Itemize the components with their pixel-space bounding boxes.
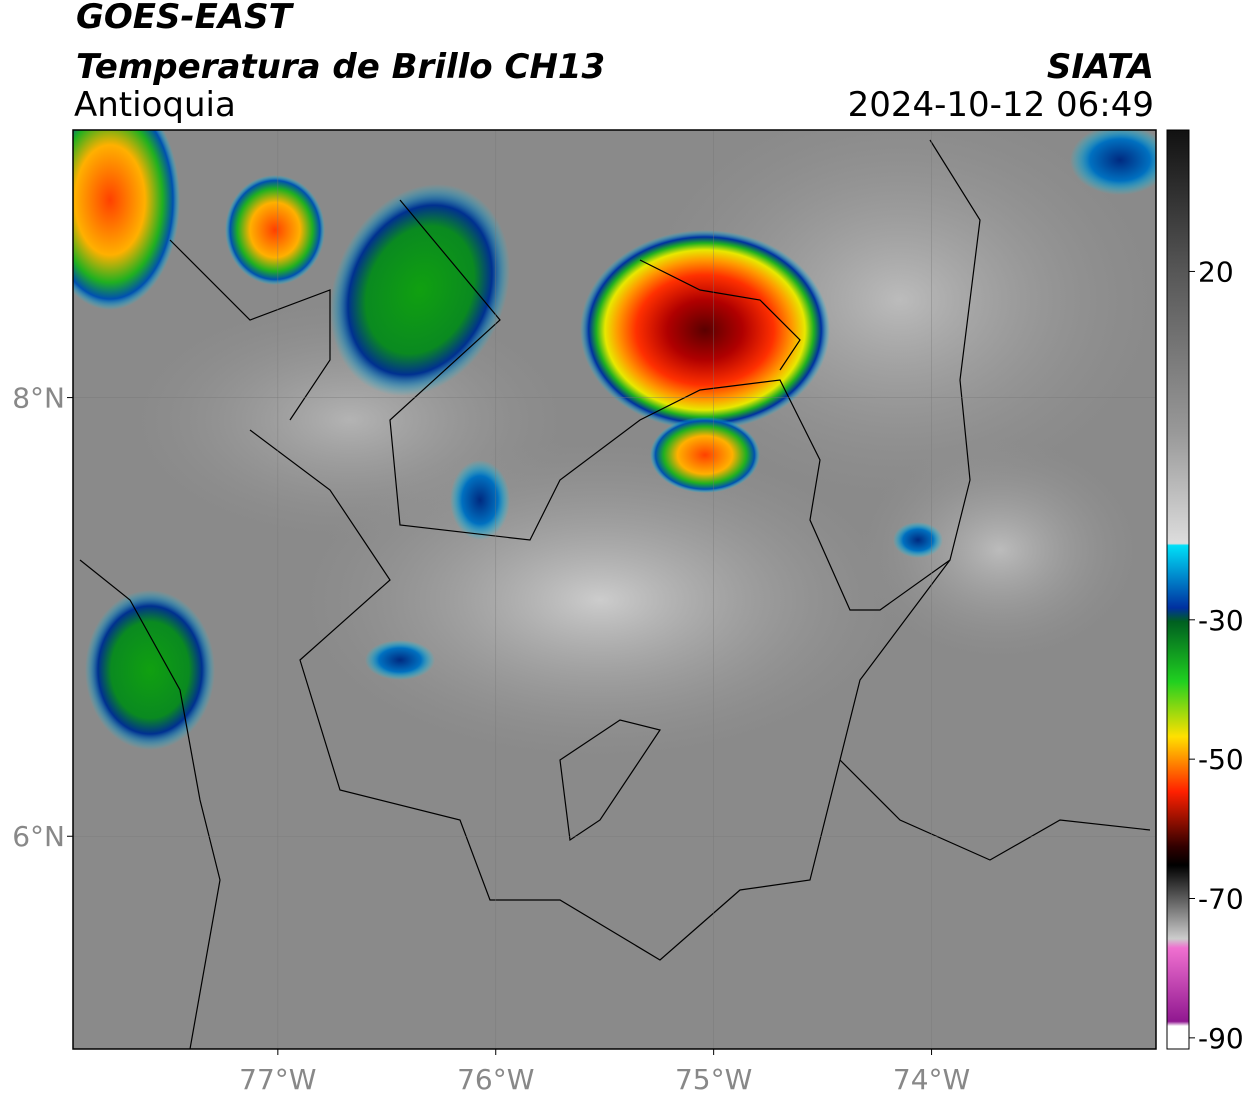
colorbar-tick-label: -30 [1198,604,1244,637]
y-tick-label: 8°N [12,382,65,415]
colorbar-tick-label: -50 [1198,743,1244,776]
y-tick-label: 6°N [12,820,65,853]
x-tick-label: 77°W [239,1063,316,1096]
satellite-image [73,130,1156,1049]
region: Antioquia [74,85,236,125]
x-tick-label: 75°W [675,1063,752,1096]
product-title: Temperatura de Brillo CH13 [76,47,605,87]
colorbar-tick-label: 20 [1198,255,1234,288]
colorbar-tick-label: -70 [1198,883,1244,916]
colorbar-tick-label: -90 [1198,1022,1244,1055]
colorbar [1166,129,1190,1050]
datetime: 2024-10-12 06:49 [848,85,1154,125]
source: SIATA [1047,47,1154,87]
x-tick-label: 74°W [893,1063,970,1096]
x-tick-label: 76°W [457,1063,534,1096]
satellite-name: GOES-EAST [76,0,295,37]
map-frame [72,129,1157,1050]
